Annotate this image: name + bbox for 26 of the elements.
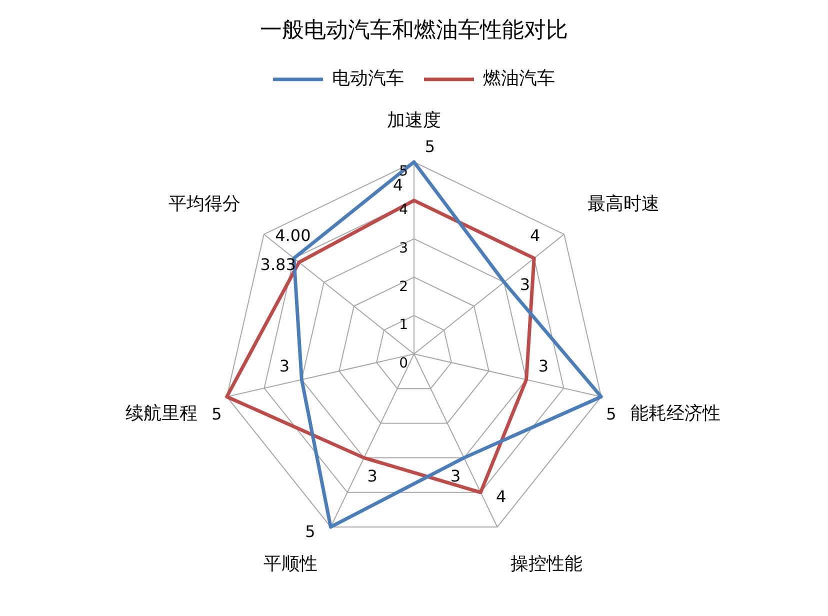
data-label: 5 xyxy=(606,404,616,424)
spoke-label: 加速度 xyxy=(387,110,441,131)
spoke-label: 平均得分 xyxy=(168,193,240,214)
data-label: 4 xyxy=(496,487,506,506)
data-label: 3 xyxy=(450,466,461,486)
spoke-label: 操控性能 xyxy=(510,553,582,574)
legend-label: 电动汽车 xyxy=(332,68,404,90)
data-label: 3 xyxy=(520,275,530,294)
spoke-label: 平顺性 xyxy=(264,553,318,574)
spoke-label: 能耗经济性 xyxy=(630,402,720,424)
legend-label: 燃油汽车 xyxy=(483,68,555,90)
data-label: 3 xyxy=(279,356,290,376)
data-label: 3 xyxy=(538,356,549,376)
spoke-label: 续航里程 xyxy=(126,402,198,424)
spoke-label: 最高时速 xyxy=(588,193,660,214)
y-tick-label: 3 xyxy=(399,240,408,256)
data-label: 5 xyxy=(212,404,222,424)
data-label: 4.00 xyxy=(275,226,311,246)
y-tick-label: 2 xyxy=(399,278,408,295)
y-tick-label: 1 xyxy=(399,317,408,334)
data-label: 5 xyxy=(424,137,436,156)
data-label: 3 xyxy=(367,466,378,486)
data-label: 5 xyxy=(305,522,316,541)
chart-title: 一般电动汽车和燃油车性能对比 xyxy=(260,18,568,43)
data-label: 4 xyxy=(530,226,540,246)
y-tick-label: 0 xyxy=(399,356,408,372)
